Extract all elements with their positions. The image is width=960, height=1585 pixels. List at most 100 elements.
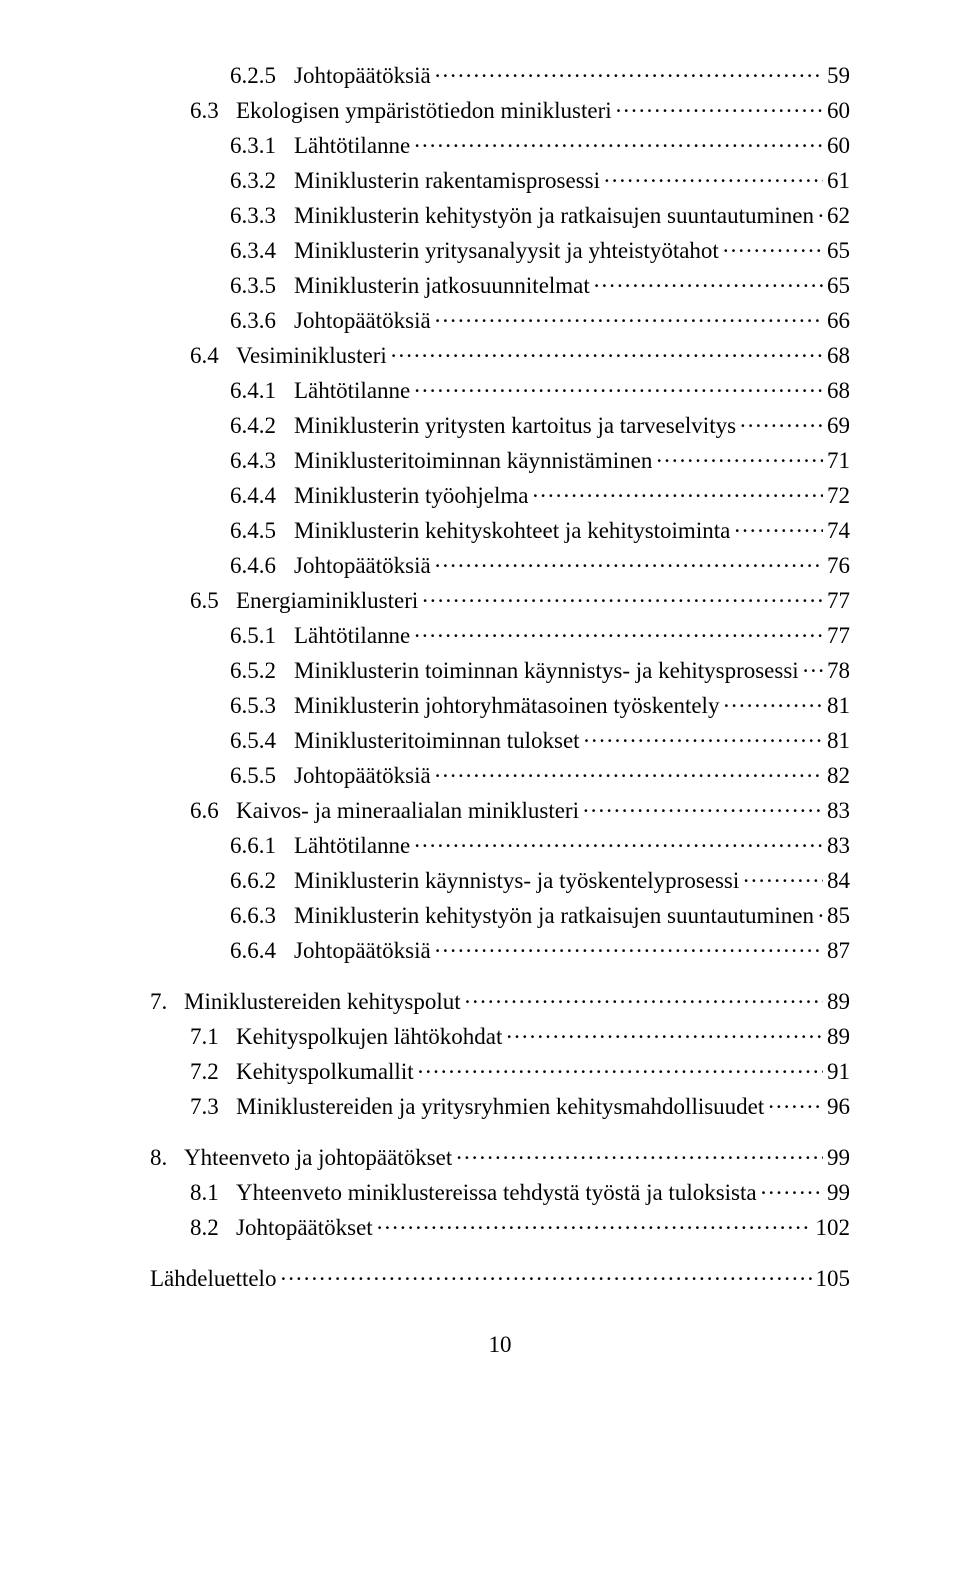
toc-leader-dots (422, 585, 823, 608)
toc-entry: 6.3.1Lähtötilanne60 (150, 130, 850, 159)
toc-entry: 6.5.5Johtopäätöksiä 82 (150, 760, 850, 789)
toc-leader-dots (594, 270, 823, 293)
toc-leader-dots (740, 410, 823, 433)
toc-entry-title: Miniklusterin rakentamisprosessi (294, 168, 600, 194)
toc-entry-number: 6.4 (190, 343, 236, 369)
toc-entry-title: Lähtötilanne (294, 623, 410, 649)
toc-entry-title: Lähtötilanne (294, 833, 410, 859)
toc-entry-title: Miniklusterin työohjelma (294, 483, 528, 509)
toc-entry-page: 77 (827, 588, 850, 614)
toc-entry-page: 65 (827, 273, 850, 299)
toc-leader-dots (435, 60, 823, 83)
toc-leader-dots (616, 95, 823, 118)
toc-entry-page: 76 (827, 553, 850, 579)
toc-entry-page: 68 (827, 343, 850, 369)
toc-entry-title: Vesiminiklusteri (236, 343, 387, 369)
toc-entry-page: 81 (827, 728, 850, 754)
toc-entry-number: 6.4.4 (230, 483, 294, 509)
toc-entry-title: Miniklusterin käynnistys- ja työskentely… (294, 868, 739, 894)
toc-entry-page: 85 (827, 903, 850, 929)
toc-leader-dots (532, 480, 823, 503)
toc-entry-title: Miniklusterin yritysten kartoitus ja tar… (294, 413, 736, 439)
toc-entry-number: 6.3.5 (230, 273, 294, 299)
toc-leader-dots (656, 445, 823, 468)
toc-entry-title: Miniklusteritoiminnan käynnistäminen (294, 448, 652, 474)
toc-entry-title: Miniklusterin jatkosuunnitelmat (294, 273, 590, 299)
toc-entry-page: 89 (827, 1024, 850, 1050)
toc-entry: 8.Yhteenveto ja johtopäätökset99 (150, 1142, 850, 1171)
toc-entry-page: 65 (827, 238, 850, 264)
toc-entry-title: Lähtötilanne (294, 378, 410, 404)
toc-entry-title: Lähdeluettelo (150, 1266, 276, 1292)
toc-leader-dots (506, 1021, 823, 1044)
toc-entry-page: 62 (827, 203, 850, 229)
toc-entry-number: 6.3.6 (230, 308, 294, 334)
toc-entry: 6.6.3Miniklusterin kehitystyön ja ratkai… (150, 900, 850, 929)
toc-entry-title: Miniklusteritoiminnan tulokset (294, 728, 580, 754)
toc-entry: 6.4.3Miniklusteritoiminnan käynnistämine… (150, 445, 850, 474)
toc-entry-title: Johtopäätöksiä (294, 63, 431, 89)
toc-entry-page: 99 (827, 1180, 850, 1206)
toc-entry: 6.5.3Miniklusterin johtoryhmätasoinen ty… (150, 690, 850, 719)
toc-entry-number: 6.3 (190, 98, 236, 124)
toc-leader-dots (723, 690, 823, 713)
toc-entry-page: 61 (827, 168, 850, 194)
toc-entry: 6.5.2Miniklusterin toiminnan käynnistys-… (150, 655, 850, 684)
toc-entry: 6.4.1Lähtötilanne 68 (150, 375, 850, 404)
toc-entry-title: Johtopäätöksiä (294, 763, 431, 789)
toc-entry-number: 6.2.5 (230, 63, 294, 89)
toc-entry-number: 8. (150, 1145, 184, 1171)
toc-entry-number: 7.1 (190, 1024, 236, 1050)
toc-entry-title: Kehityspolkumallit (236, 1059, 414, 1085)
toc-entry-number: 6.4.2 (230, 413, 294, 439)
toc-entry: 6.3.5Miniklusterin jatkosuunnitelmat 65 (150, 270, 850, 299)
toc-entry: 6.5.1Lähtötilanne77 (150, 620, 850, 649)
toc-entry-page: 69 (827, 413, 850, 439)
toc-entry-page: 84 (827, 868, 850, 894)
toc-entry-page: 89 (827, 989, 850, 1015)
toc-entry-title: Johtopäätöksiä (294, 553, 431, 579)
table-of-contents: 6.2.5Johtopäätöksiä596.3Ekologisen ympär… (150, 60, 850, 1292)
toc-entry-title: Miniklusterin yritysanalyysit ja yhteist… (294, 238, 719, 264)
page-number: 10 (150, 1332, 850, 1358)
toc-entry-title: Johtopäätökset (236, 1215, 373, 1241)
toc-entry: 6.6.1Lähtötilanne83 (150, 830, 850, 859)
toc-entry: Lähdeluettelo105 (150, 1263, 850, 1292)
toc-leader-dots (761, 1177, 823, 1200)
toc-entry-number: 6.5 (190, 588, 236, 614)
toc-entry: 7.3Miniklustereiden ja yritysryhmien keh… (150, 1091, 850, 1120)
toc-entry-number: 6.5.5 (230, 763, 294, 789)
toc-entry: 6.4Vesiminiklusteri 68 (150, 340, 850, 369)
toc-entry-page: 72 (827, 483, 850, 509)
toc-leader-dots (435, 935, 823, 958)
toc-entry-page: 102 (816, 1215, 851, 1241)
toc-entry-page: 59 (827, 63, 850, 89)
toc-entry-title: Kaivos- ja mineraalialan miniklusteri (236, 798, 579, 824)
toc-entry-number: 6.5.4 (230, 728, 294, 754)
toc-entry-number: 6.4.3 (230, 448, 294, 474)
toc-leader-dots (583, 795, 823, 818)
toc-entry-number: 6.4.6 (230, 553, 294, 579)
toc-entry-title: Johtopäätöksiä (294, 308, 431, 334)
toc-entry-number: 6.4.1 (230, 378, 294, 404)
toc-entry-page: 83 (827, 798, 850, 824)
toc-leader-dots (465, 986, 823, 1009)
toc-entry-page: 82 (827, 763, 850, 789)
toc-entry-page: 66 (827, 308, 850, 334)
toc-entry-page: 87 (827, 938, 850, 964)
toc-entry: 6.4.4Miniklusterin työohjelma 72 (150, 480, 850, 509)
toc-entry-number: 8.2 (190, 1215, 236, 1241)
toc-entry-title: Lähtötilanne (294, 133, 410, 159)
toc-entry-number: 6.3.2 (230, 168, 294, 194)
toc-leader-dots (734, 515, 823, 538)
toc-leader-dots (435, 550, 823, 573)
toc-entry: 6.3.4Miniklusterin yritysanalyysit ja yh… (150, 235, 850, 264)
toc-leader-dots (435, 305, 823, 328)
toc-entry-page: 96 (827, 1094, 850, 1120)
toc-entry: 6.6.2Miniklusterin käynnistys- ja työske… (150, 865, 850, 894)
toc-entry-page: 68 (827, 378, 850, 404)
toc-leader-dots (414, 830, 823, 853)
toc-leader-dots (414, 620, 823, 643)
toc-entry-title: Ekologisen ympäristötiedon miniklusteri (236, 98, 612, 124)
toc-leader-dots (418, 1056, 823, 1079)
